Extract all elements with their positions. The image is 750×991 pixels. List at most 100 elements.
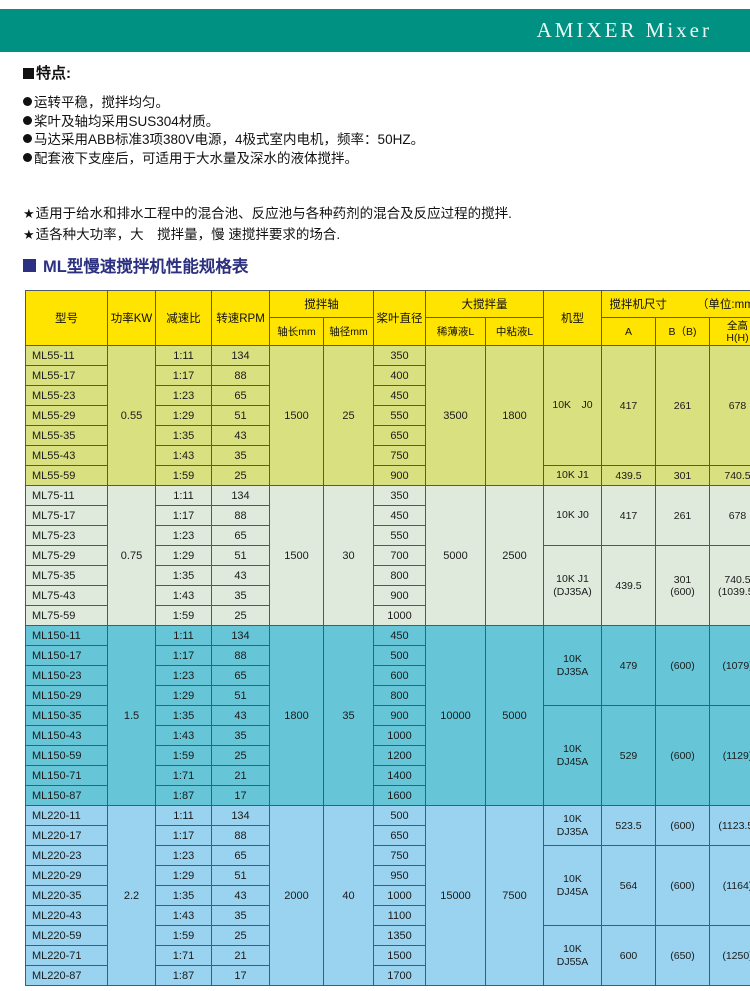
cell-model: ML55-29: [25, 405, 108, 426]
table-row: ML150-43 1:43 35 1000: [25, 725, 750, 746]
cell-ratio: 1:71: [155, 945, 212, 966]
cell-machine-type: 10K DJ35A: [543, 625, 602, 706]
cell-medium-liquid: 1800: [485, 345, 544, 486]
cell-dim-b: (600): [655, 625, 710, 706]
cell-rpm: 17: [211, 785, 270, 806]
feature-item: 桨叶及轴均采用SUS304材质。: [23, 113, 733, 132]
cell-power: 1.5: [107, 625, 156, 806]
cell-thin-liquid: 5000: [425, 485, 486, 626]
cell-rpm: 43: [211, 705, 270, 726]
table-row: ML150-11 1.5 1:11 134 1800 35 450 10000 5000 10K D…: [25, 625, 750, 806]
cell-ratio: 1:17: [155, 505, 212, 526]
cell-ratio: 1:59: [155, 745, 212, 766]
col-header-dim-a: A: [601, 317, 656, 346]
brand-title: AMIXER Mixer: [536, 18, 712, 42]
cell-blade-diameter: 1000: [373, 605, 426, 626]
cell-dim-b: (600): [655, 805, 710, 846]
cell-machine-type: 10K J1: [543, 465, 602, 486]
spec-table: 型号 功率KW 减速比 转速RPM 搅拌轴 桨叶直径 大搅拌量 机型 搅拌机尺寸…: [25, 290, 750, 986]
cell-ratio: 1:17: [155, 365, 212, 386]
cell-dim-height: 678: [708, 345, 750, 466]
cell-blade-diameter: 900: [373, 705, 426, 726]
col-header-medium-liquid: 中粘液L: [485, 317, 544, 346]
cell-dim-b: 301 (600): [655, 545, 710, 626]
cell-model: ML220-43: [25, 905, 108, 926]
black-square-icon: [23, 68, 34, 79]
cell-dim-height: 678: [708, 485, 750, 546]
col-header-power: 功率KW: [107, 290, 156, 346]
cell-rpm: 25: [211, 605, 270, 626]
cell-model: ML75-59: [25, 605, 108, 626]
table-row: ML55-23 1:23 65 450: [25, 385, 750, 406]
cell-blade-diameter: 1200: [373, 745, 426, 766]
cell-ratio: 1:35: [155, 425, 212, 446]
cell-ratio: 1:35: [155, 885, 212, 906]
page-header-bar: AMIXER Mixer: [0, 9, 750, 52]
cell-ratio: 1:59: [155, 605, 212, 626]
table-header-row-1: 型号 功率KW 减速比 转速RPM 搅拌轴 桨叶直径 大搅拌量 机型 搅拌机尺寸…: [25, 290, 750, 346]
cell-rpm: 43: [211, 425, 270, 446]
cell-rpm: 21: [211, 765, 270, 786]
feature-item: 运转平稳，搅拌均匀。: [23, 94, 733, 113]
cell-dim-a: 523.5: [601, 805, 656, 846]
cell-dim-b: 261: [655, 485, 710, 546]
table-row: ML55-35 1:35 43 650: [25, 425, 750, 446]
cell-ratio: 1:23: [155, 845, 212, 866]
table-row: ML75-43 1:43 35 900: [25, 585, 750, 606]
cell-blade-diameter: 350: [373, 485, 426, 506]
table-row: ML150-71 1:71 21 1400: [25, 765, 750, 786]
cell-medium-liquid: 5000: [485, 625, 544, 806]
feature-item-label: 运转平稳，搅拌均匀。: [34, 95, 169, 110]
cell-blade-diameter: 550: [373, 525, 426, 546]
cell-ratio: 1:23: [155, 665, 212, 686]
cell-model: ML150-17: [25, 645, 108, 666]
cell-medium-liquid: 2500: [485, 485, 544, 626]
features-heading: 特点:: [23, 66, 733, 81]
cell-blade-diameter: 1000: [373, 885, 426, 906]
cell-model: ML150-59: [25, 745, 108, 766]
col-header-shaft: 搅拌轴: [269, 290, 374, 318]
cell-blade-diameter: 500: [373, 645, 426, 666]
features-heading-label: 特点:: [36, 65, 71, 82]
cell-rpm: 51: [211, 865, 270, 886]
blue-square-icon: [23, 258, 36, 272]
col-header-thin-liquid: 稀薄液L: [425, 317, 486, 346]
cell-dim-height: 740.5: [708, 465, 750, 486]
cell-rpm: 51: [211, 685, 270, 706]
cell-model: ML55-59: [25, 465, 108, 486]
cell-blade-diameter: 650: [373, 425, 426, 446]
col-header-model: 型号: [25, 290, 108, 346]
cell-model: ML150-29: [25, 685, 108, 706]
cell-blade-diameter: 350: [373, 345, 426, 366]
table-row: ML150-29 1:29 51 800: [25, 685, 750, 706]
cell-thin-liquid: 15000: [425, 805, 486, 986]
cell-ratio: 1:35: [155, 565, 212, 586]
cell-model: ML55-17: [25, 365, 108, 386]
cell-blade-diameter: 750: [373, 445, 426, 466]
table-row: ML150-17 1:17 88 500: [25, 645, 750, 666]
cell-dim-height: (1123.5): [708, 805, 750, 846]
cell-dim-height: (1164): [708, 845, 750, 926]
cell-rpm: 35: [211, 725, 270, 746]
application-item-label: 适各种大功率，大 搅拌量，慢 速搅拌要求的场合.: [35, 227, 341, 242]
col-header-dim-b: B（B): [655, 317, 710, 346]
cell-ratio: 1:59: [155, 465, 212, 486]
cell-model: ML55-43: [25, 445, 108, 466]
col-header-shaft-length: 轴长mm: [269, 317, 324, 346]
cell-rpm: 51: [211, 405, 270, 426]
cell-rpm: 88: [211, 365, 270, 386]
cell-dim-height: (1129): [708, 705, 750, 806]
cell-dim-a: 417: [601, 485, 656, 546]
cell-machine-type: 10K DJ45A: [543, 705, 602, 806]
cell-blade-diameter: 450: [373, 505, 426, 526]
cell-dim-a: 529: [601, 705, 656, 806]
cell-ratio: 1:29: [155, 405, 212, 426]
cell-blade-diameter: 1600: [373, 785, 426, 806]
cell-rpm: 134: [211, 345, 270, 366]
cell-model: ML150-71: [25, 765, 108, 786]
cell-model: ML220-71: [25, 945, 108, 966]
cell-dim-height: (1250): [708, 925, 750, 986]
cell-rpm: 88: [211, 645, 270, 666]
table-row: ML220-43 1:43 35 1100: [25, 905, 750, 926]
cell-model: ML220-17: [25, 825, 108, 846]
